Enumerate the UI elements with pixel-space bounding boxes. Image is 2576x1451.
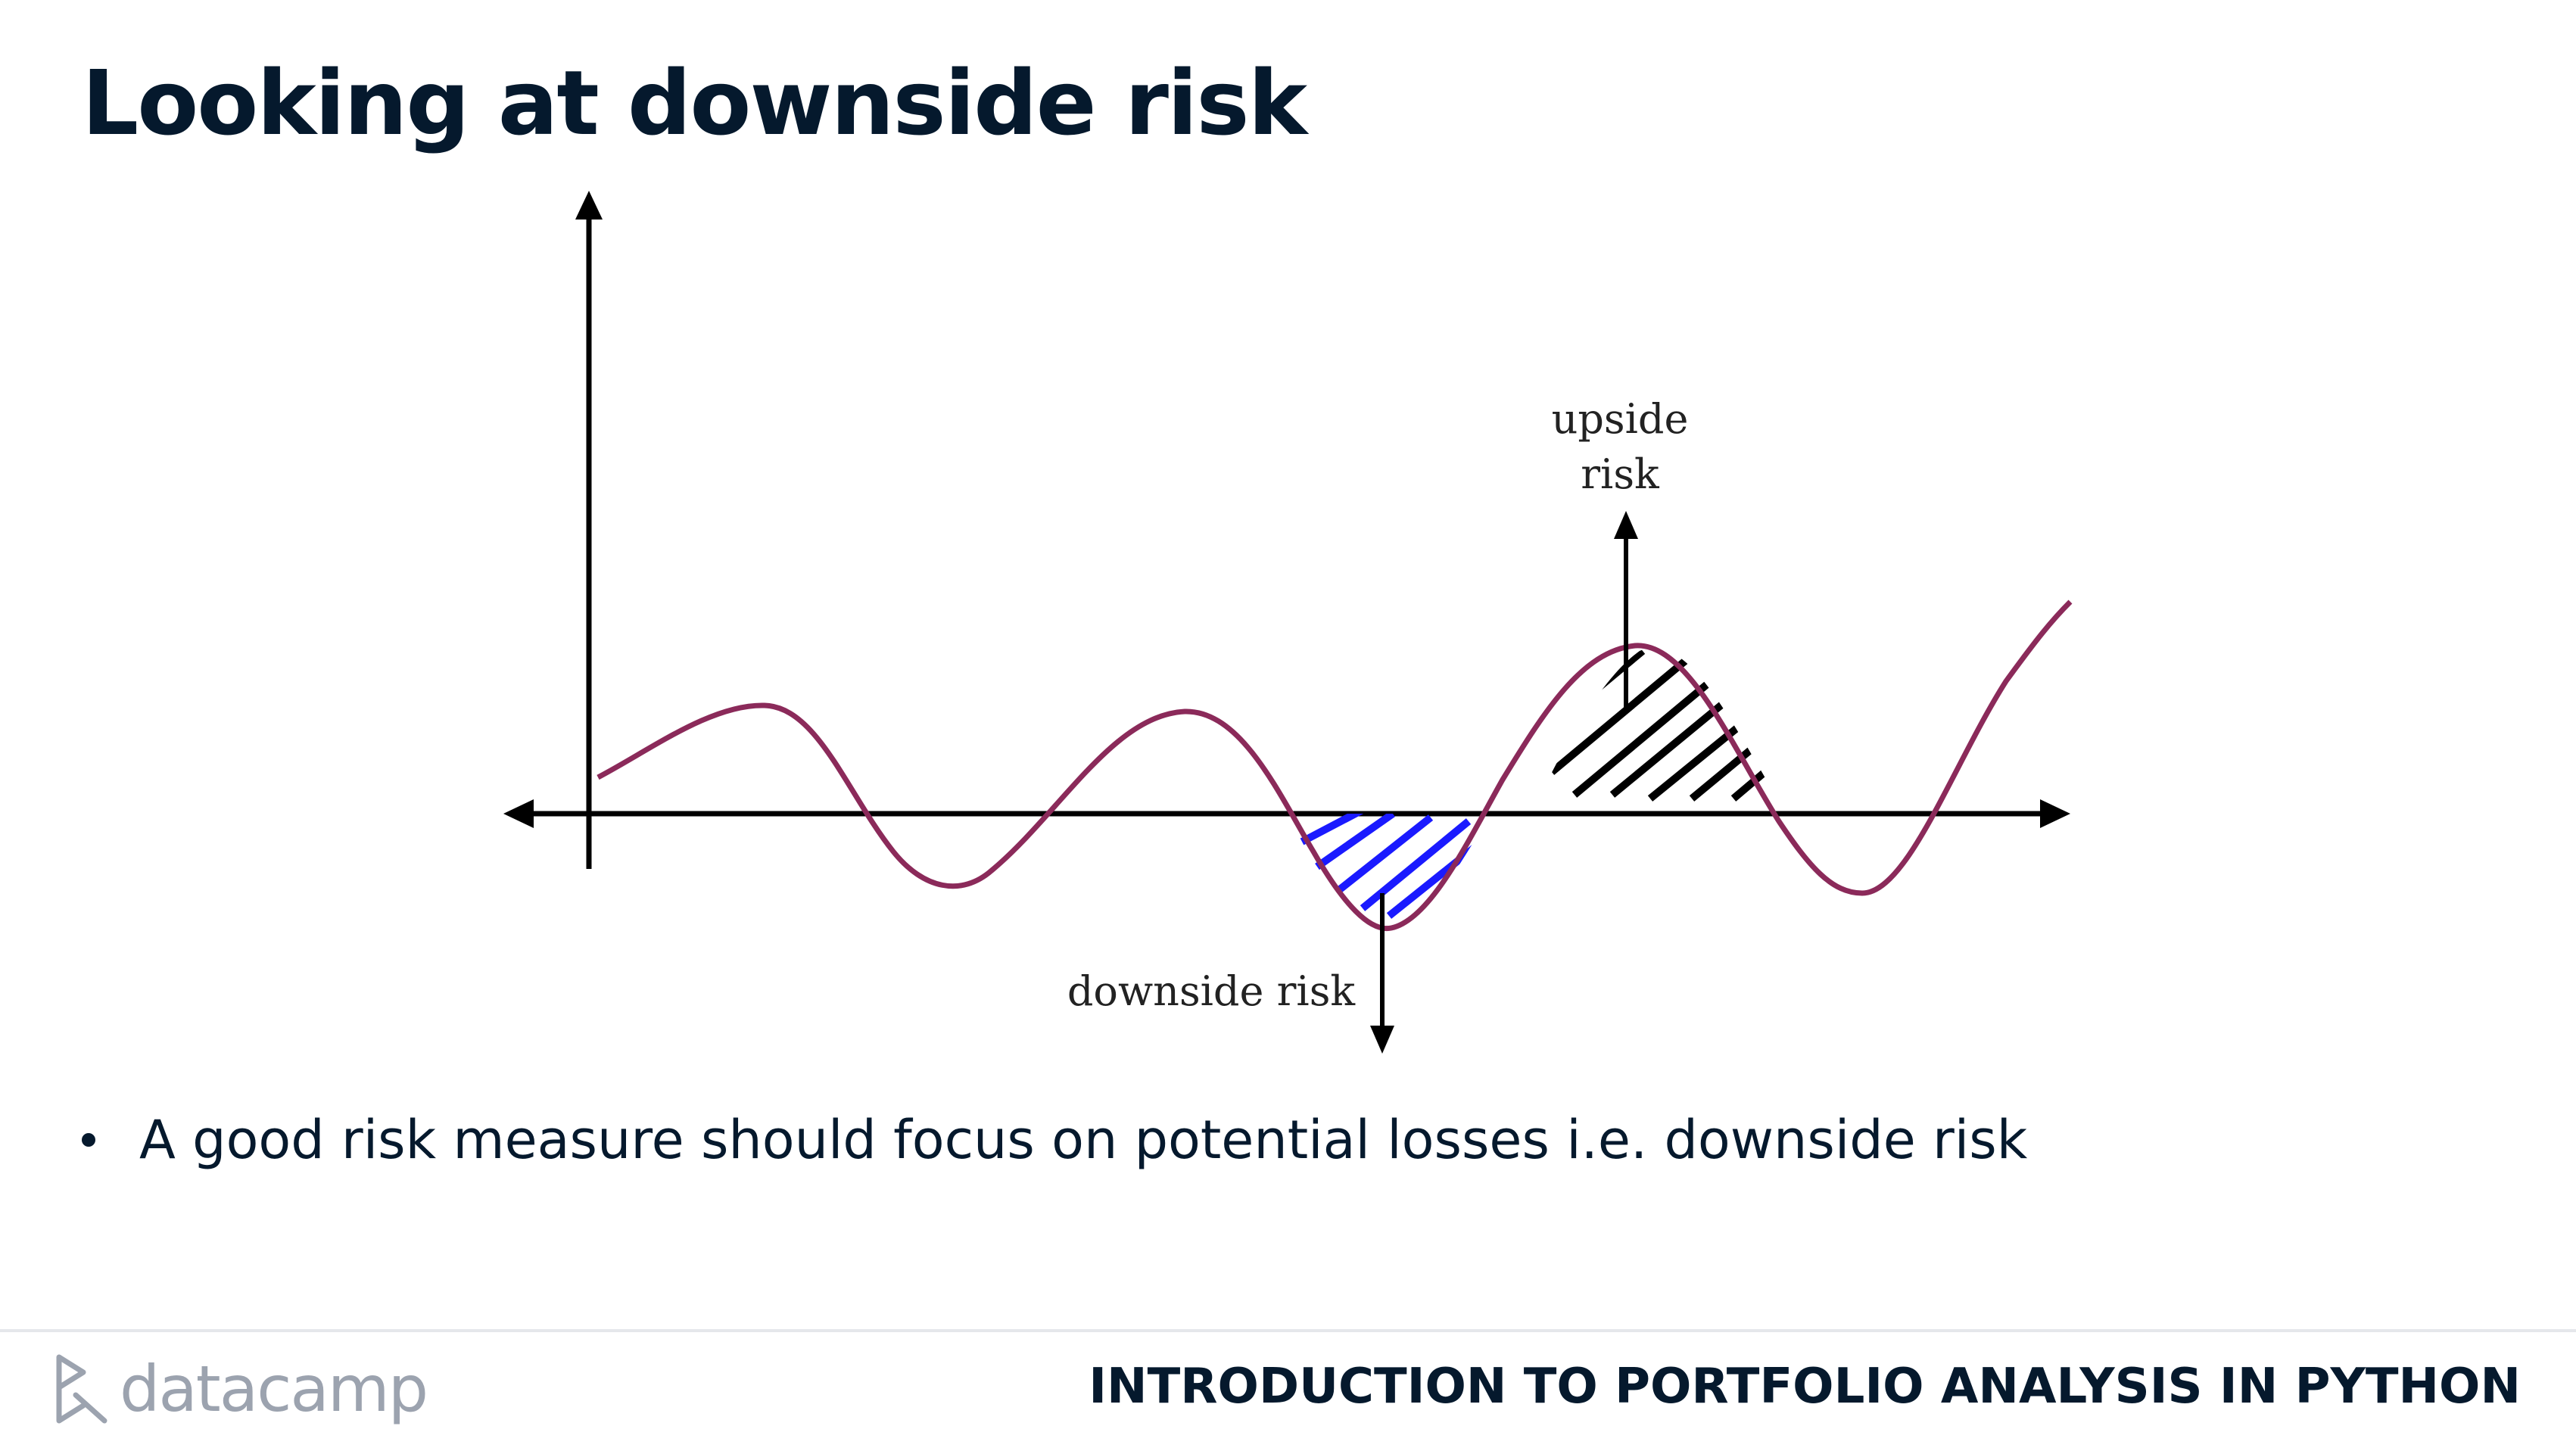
y-axis-arrowhead <box>575 191 603 220</box>
upside-risk-label-line1: upside <box>1552 395 1689 443</box>
bullet-dot <box>82 1133 95 1147</box>
datacamp-logo: datacamp <box>53 1351 428 1427</box>
downside-risk-label: downside risk <box>1067 967 1357 1015</box>
y-axis <box>575 191 603 869</box>
x-axis <box>503 799 2070 828</box>
x-axis-left-arrowhead <box>503 799 534 828</box>
slide-title: Looking at downside risk <box>82 51 1307 155</box>
course-title: INTRODUCTION TO PORTFOLIO ANALYSIS IN PY… <box>1089 1359 2521 1415</box>
upside-arrow <box>1614 511 1638 708</box>
datacamp-logo-text: datacamp <box>120 1352 428 1426</box>
downside-arrow <box>1370 893 1394 1054</box>
x-axis-right-arrowhead <box>2040 799 2070 828</box>
upside-risk-hatch <box>1549 648 1786 802</box>
footer-divider <box>0 1329 2576 1332</box>
upside-risk-label-line2: risk <box>1581 450 1660 498</box>
bullet-text: A good risk measure should focus on pote… <box>139 1109 2028 1171</box>
datacamp-logo-icon <box>56 1354 107 1424</box>
return-distribution-curve <box>596 599 2073 932</box>
bullet-list-item: A good risk measure should focus on pote… <box>82 1109 2027 1171</box>
